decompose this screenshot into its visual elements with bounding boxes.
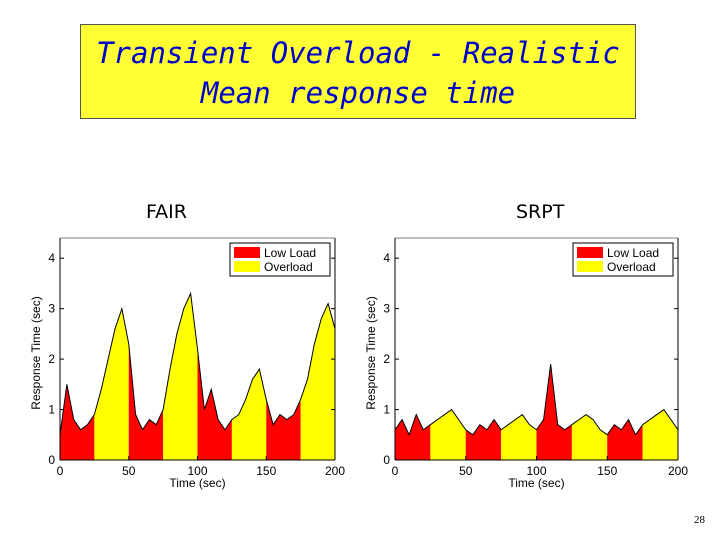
area-segment-7: [300, 303, 335, 460]
x-tick-label: 50: [459, 464, 473, 478]
x-axis-label: Time (sec): [169, 476, 225, 490]
y-axis-label: Response Time (sec): [364, 296, 378, 409]
y-tick-label: 4: [383, 251, 390, 265]
y-tick-label: 1: [383, 403, 390, 417]
y-tick-label: 4: [48, 251, 55, 265]
response-line: [394, 364, 679, 437]
x-tick-label: 0: [57, 464, 64, 478]
x-tick-label: 100: [526, 464, 546, 478]
area-segment-5: [571, 414, 608, 460]
legend-label: Low Load: [607, 246, 659, 260]
legend-swatch: [234, 261, 260, 272]
x-tick-label: 50: [122, 464, 136, 478]
chart-label-srpt: SRPT: [516, 201, 565, 223]
chart-label-fair: FAIR: [146, 201, 187, 223]
slide-number: 28: [694, 514, 705, 526]
area-segment-3: [163, 293, 198, 460]
area-segment-6: [607, 419, 643, 460]
legend-label: Overload: [607, 260, 656, 274]
response-line: [59, 291, 336, 435]
area-segment-0: [60, 384, 95, 460]
y-tick-label: 2: [48, 352, 55, 366]
y-tick-label: 2: [383, 352, 390, 366]
x-tick-label: 200: [668, 464, 688, 478]
x-tick-label: 200: [325, 464, 345, 478]
legend-label: Overload: [264, 260, 313, 274]
area-segment-6: [266, 399, 301, 460]
area-segment-7: [642, 409, 678, 460]
y-tick-label: 0: [383, 453, 390, 467]
slide-title-line2: Mean response time: [200, 76, 516, 110]
area-segment-2: [465, 419, 502, 460]
legend-swatch: [234, 247, 260, 258]
area-segment-5: [231, 369, 267, 460]
area-segment-0: [395, 414, 431, 460]
y-tick-label: 0: [48, 453, 55, 467]
area-segment-4: [536, 364, 572, 460]
legend-swatch: [577, 247, 603, 258]
x-tick-label: 0: [392, 464, 399, 478]
legend-label: Low Load: [264, 246, 316, 260]
x-tick-label: 150: [597, 464, 617, 478]
slide-title-box: Transient Overload - Realistic Mean resp…: [80, 24, 636, 119]
area-segment-1: [94, 308, 129, 460]
y-tick-label: 3: [383, 302, 390, 316]
x-axis-label: Time (sec): [508, 476, 564, 490]
x-tick-label: 150: [256, 464, 276, 478]
y-tick-label: 3: [48, 302, 55, 316]
area-segment-3: [501, 414, 537, 460]
y-tick-label: 1: [48, 403, 55, 417]
legend-swatch: [577, 261, 603, 272]
x-tick-label: 100: [187, 464, 207, 478]
area-segment-2: [128, 343, 164, 460]
slide-title-line1: Transient Overload - Realistic: [96, 36, 620, 70]
y-axis-label: Response Time (sec): [29, 296, 43, 409]
area-segment-1: [430, 409, 466, 460]
